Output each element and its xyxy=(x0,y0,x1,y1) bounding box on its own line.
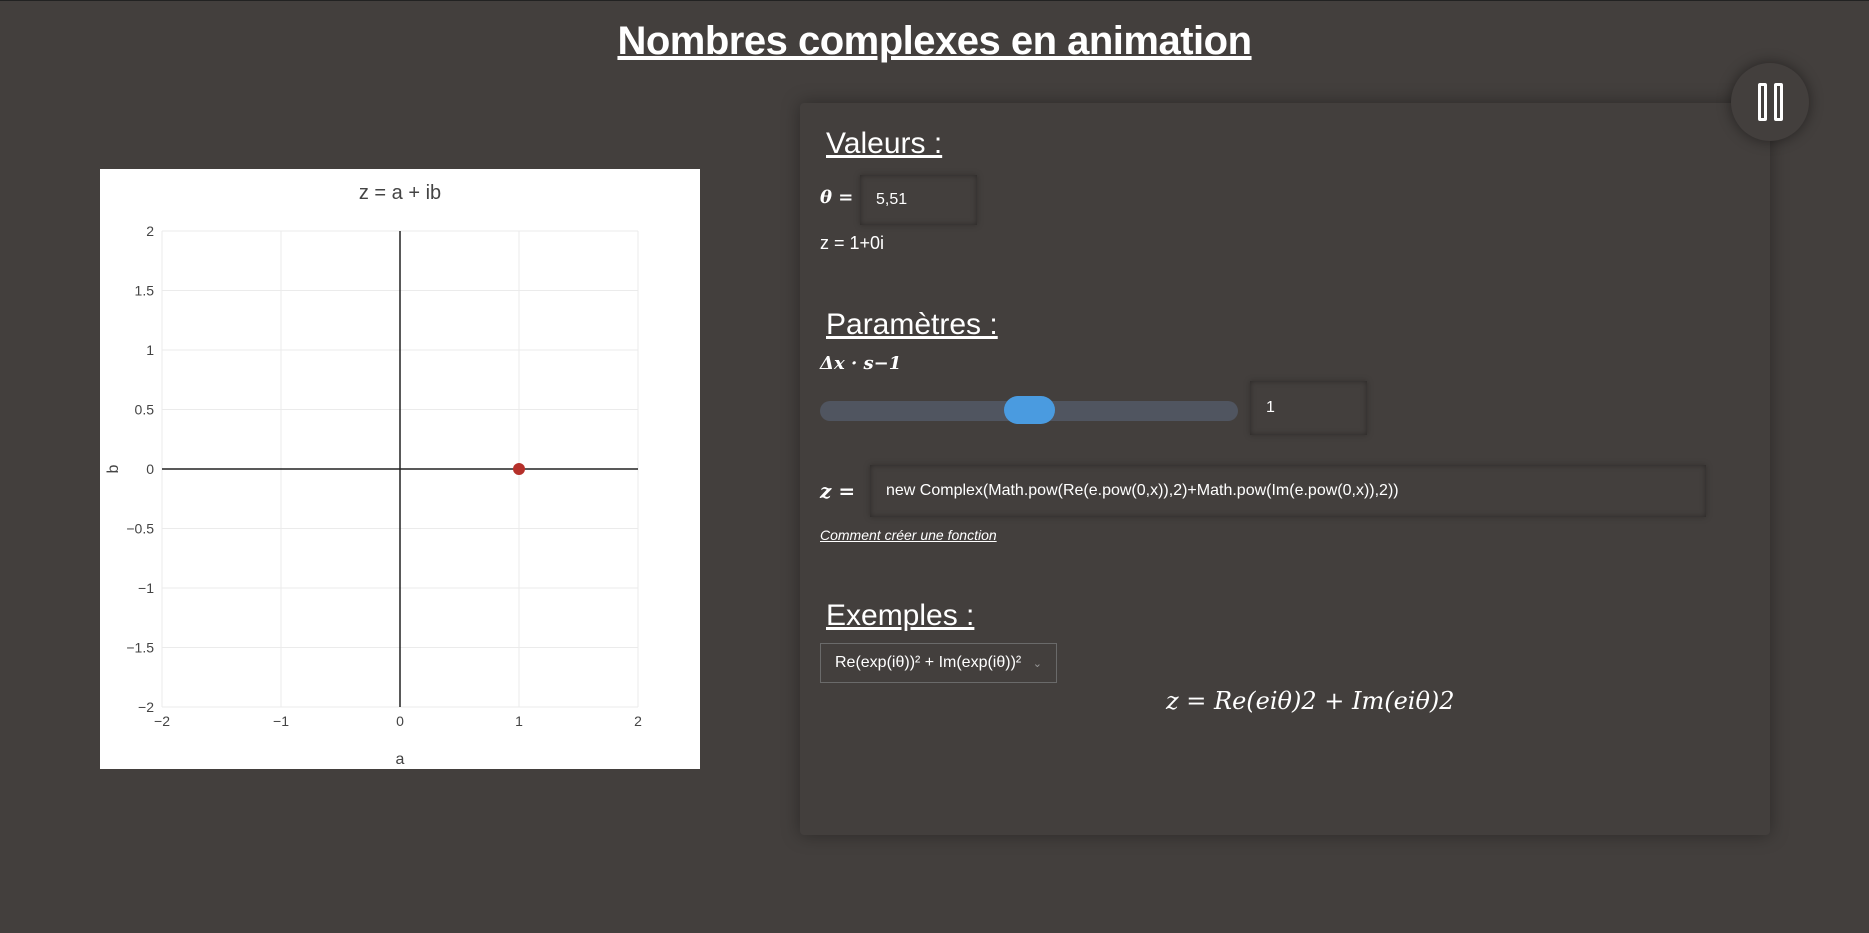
examples-select-value: Re(exp(iθ))² + Im(exp(iθ))² xyxy=(835,654,1022,671)
values-title: Valeurs : xyxy=(826,127,943,160)
chevron-down-icon: ⌄ xyxy=(1032,657,1042,670)
y-tick-label: −1 xyxy=(138,580,154,596)
examples-title: Exemples : xyxy=(826,599,975,632)
x-tick-label: −1 xyxy=(273,713,289,729)
plot-svg: z = a + ib −2 −1 0 1 2 2 1.5 1 0.5 0 −0.5 −1 −1.5−2 … xyxy=(105,182,642,768)
y-tick-label: 1.5 xyxy=(135,283,155,299)
plot-ticks: −2 −1 0 1 2 2 1.5 1 0.5 0 −0.5 −1 −1.5 −2 xyxy=(126,223,642,729)
x-tick-label: 2 xyxy=(634,713,642,729)
rate-label: Δx · s−1 xyxy=(820,353,902,374)
example-formula-text: z = Re(eiθ)2 + Im(eiθ)2 xyxy=(1166,687,1455,715)
examples-select[interactable]: Re(exp(iθ))² + Im(exp(iθ))² ⌄ xyxy=(820,643,1057,683)
y-tick-label: −2 xyxy=(138,699,154,715)
plot-title: z = a + ib xyxy=(359,182,441,204)
plot-points xyxy=(513,463,525,475)
pause-button[interactable] xyxy=(1731,63,1809,141)
y-tick-label: 0 xyxy=(146,461,154,477)
params-title: Paramètres : xyxy=(826,308,998,341)
y-tick-label: −0.5 xyxy=(126,521,154,537)
complex-plane-plot[interactable]: z = a + ib −2 −1 0 1 2 2 1.5 1 0.5 0 −0.5 −1 −1.5 −2 … xyxy=(100,169,700,769)
page-title: Nombres complexes en animation xyxy=(617,19,1252,63)
function-input[interactable] xyxy=(870,465,1706,517)
function-z-label: z = xyxy=(820,479,856,503)
function-help-link[interactable]: Comment créer une fonction xyxy=(820,527,997,543)
pause-icon xyxy=(1757,83,1767,121)
theta-label: θ = xyxy=(820,187,854,208)
example-formula: z = Re(eiθ)2 + Im(eiθ)2 xyxy=(1166,687,1455,715)
plot-axes xyxy=(162,231,638,707)
theta-input[interactable] xyxy=(860,175,977,225)
y-axis-label: b xyxy=(105,464,122,473)
pause-icon-bar xyxy=(1773,83,1783,121)
x-tick-label: 1 xyxy=(515,713,523,729)
z-value-text: z = 1+0i xyxy=(820,233,885,253)
y-tick-label: 2 xyxy=(146,223,154,239)
y-tick-label: 1 xyxy=(146,342,154,358)
speed-slider-thumb[interactable] xyxy=(1003,396,1055,424)
x-tick-label: −2 xyxy=(154,713,170,729)
speed-input[interactable] xyxy=(1250,381,1367,435)
z-point xyxy=(513,463,525,475)
x-tick-label: 0 xyxy=(396,713,404,729)
x-axis-label: a xyxy=(396,751,405,768)
y-tick-label: −1.5 xyxy=(126,640,154,656)
y-tick-label: 0.5 xyxy=(135,402,155,418)
